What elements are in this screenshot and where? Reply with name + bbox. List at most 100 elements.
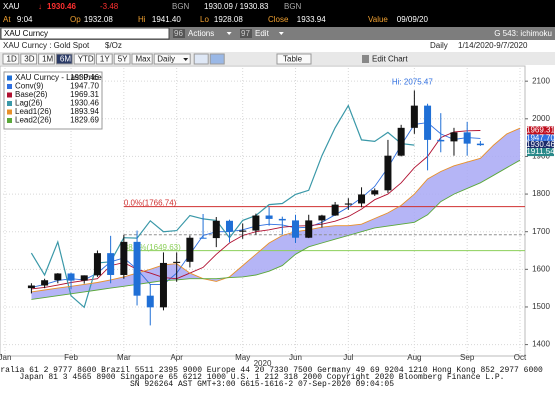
candle-body: [371, 190, 379, 195]
menu-code: 97: [241, 29, 250, 38]
candle-body: [384, 155, 392, 191]
security-input[interactable]: [0, 27, 170, 40]
price-label: 1947.70: [526, 134, 555, 143]
field-label: Op: [70, 15, 81, 24]
range-button-label: 1M: [42, 55, 53, 64]
x-tick-label: Jun: [289, 353, 302, 362]
candle-body: [397, 127, 405, 156]
field-label: Value: [368, 15, 388, 24]
legend-value: 1930.46: [70, 73, 99, 82]
range-button-label: YTD: [78, 55, 94, 64]
legend-value: 1893.94: [70, 107, 99, 116]
candle-body: [305, 220, 313, 238]
range-button[interactable]: [131, 53, 153, 65]
field-value: 1932.08: [84, 15, 113, 24]
indicator-line: [31, 127, 521, 293]
field-label: Hi: [138, 15, 146, 24]
range-button[interactable]: [38, 53, 55, 65]
legend-swatch: [7, 75, 12, 81]
range-button[interactable]: [73, 53, 95, 65]
candle-body: [159, 262, 167, 308]
candle-body: [344, 203, 352, 205]
field-value: 1928.08: [214, 15, 243, 24]
edit-icon: [362, 55, 369, 63]
last-price: 1930.46: [47, 2, 76, 11]
quote-bar: [0, 0, 555, 27]
menu-label[interactable]: Edit: [255, 29, 270, 38]
price-label-box: [527, 134, 554, 143]
high-annotation: Hi: 2075.47: [392, 78, 433, 87]
tool-icon[interactable]: [193, 53, 209, 65]
range-button-label: 1D: [7, 55, 17, 64]
range-button[interactable]: [113, 53, 131, 65]
table-button[interactable]: [276, 53, 312, 65]
y-tick-label: 1500: [532, 302, 550, 311]
x-tick-label: Aug: [407, 353, 421, 362]
legend-value: 1947.70: [70, 82, 99, 91]
field-value: 1941.40: [152, 15, 181, 24]
legend-name: Lead2(26): [15, 116, 52, 125]
legend-name: XAU Curncy - Last Price: [15, 73, 102, 82]
candle-body: [225, 220, 233, 232]
x-tick-label: Oct: [514, 353, 527, 362]
legend-value: 1829.69: [70, 116, 99, 125]
y-tick-label: 2000: [532, 114, 550, 123]
field-label: At: [3, 15, 11, 24]
bid-source: BGN: [172, 2, 190, 11]
x-tick-label: Jul: [343, 353, 353, 362]
y-tick-label: 1800: [532, 189, 550, 198]
edit-chart-label[interactable]: Edit Chart: [372, 55, 408, 64]
menu-code: 96: [174, 29, 183, 38]
field-value: 9:04: [17, 15, 33, 24]
candle-body: [331, 204, 339, 216]
candle-body: [358, 194, 366, 204]
candle-body: [292, 220, 300, 238]
x-tick-label: Jan: [0, 353, 11, 362]
candle-body: [450, 132, 458, 142]
x-tick-label: Mar: [117, 353, 131, 362]
ask-source: BGN: [284, 2, 302, 11]
table-label: Table: [283, 55, 303, 64]
range-button-label: 6M: [60, 55, 71, 64]
candle-body: [318, 215, 326, 221]
legend-swatch: [7, 92, 12, 98]
price-label: 1930.46: [526, 140, 555, 149]
price-label-box: [527, 126, 554, 135]
price-label-box: [527, 148, 554, 157]
fib-label: 38.2%(1649.63): [124, 243, 181, 252]
range-button[interactable]: [95, 53, 113, 65]
legend-name: Base(26): [15, 90, 48, 99]
range-button-label: 5Y: [118, 55, 128, 64]
ichimoku-cloud: [31, 128, 521, 300]
menu-code-box[interactable]: [173, 29, 185, 38]
candle-body: [278, 218, 286, 221]
range-button[interactable]: [20, 53, 38, 65]
tool-icon[interactable]: [209, 53, 225, 65]
legend-swatch: [7, 84, 12, 89]
range-button[interactable]: [55, 53, 73, 65]
field-value: 1933.94: [297, 15, 326, 24]
candle-body: [265, 215, 273, 219]
period-select[interactable]: [153, 53, 191, 65]
fib-label: 0.0%(1766.74): [124, 199, 177, 208]
candle-body: [424, 105, 432, 140]
legend-swatch: [7, 109, 12, 115]
candle-body: [252, 215, 260, 231]
period-caret: [183, 58, 189, 61]
menu-label[interactable]: Actions: [188, 29, 214, 38]
footer-line: SN 926264 AST GMT+3:00 G615-1616-2 07-Se…: [130, 380, 394, 389]
field-label: Lo: [200, 15, 209, 24]
range-button[interactable]: [2, 53, 20, 65]
candle-body: [67, 273, 75, 281]
candle-body: [93, 253, 101, 276]
legend-name: Lead1(26): [15, 107, 52, 116]
menu-code-box[interactable]: [240, 29, 252, 38]
candle-body: [80, 275, 88, 281]
candle-body: [212, 220, 220, 239]
menu-caret: [226, 32, 232, 35]
range-button-label: 1Y: [100, 55, 110, 64]
legend-value: 1930.46: [70, 99, 99, 108]
legend-value: 1969.31: [70, 90, 99, 99]
x-tick-label: Apr: [170, 353, 183, 362]
